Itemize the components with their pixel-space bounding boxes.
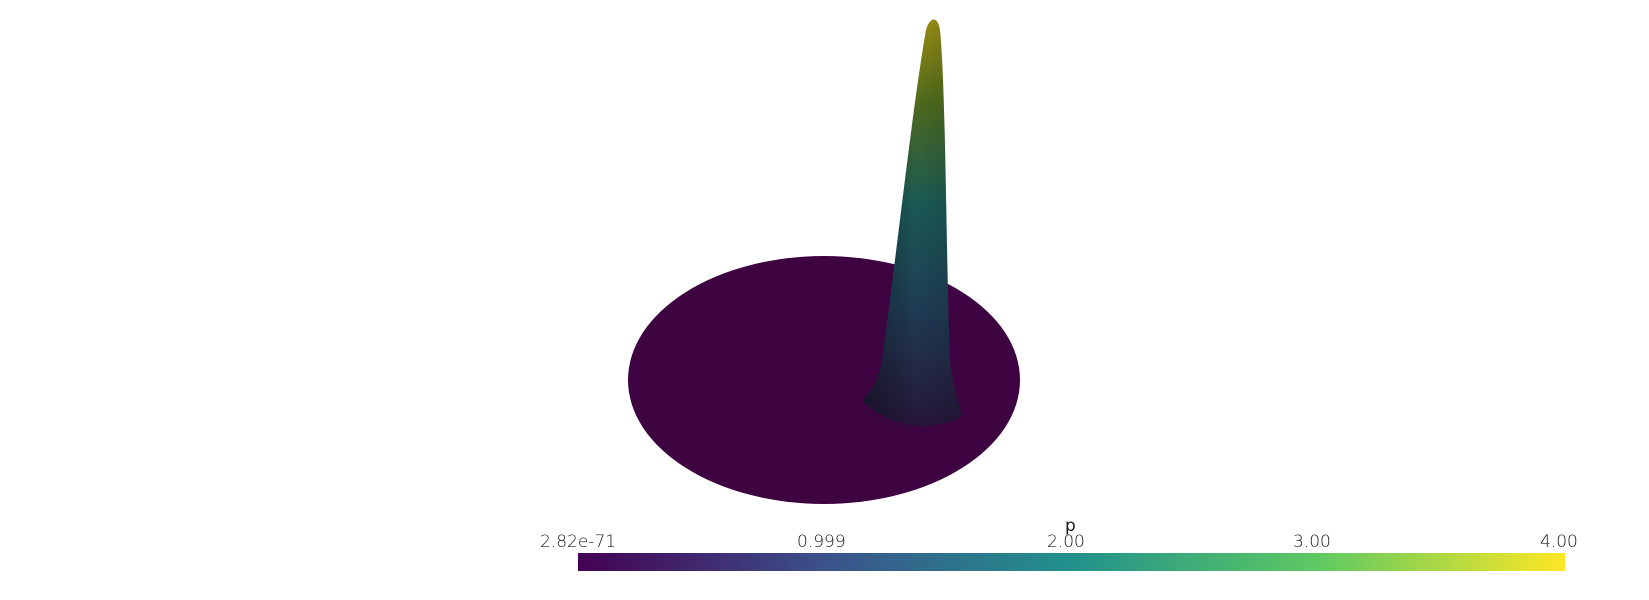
disk-surface <box>628 256 1020 504</box>
colorbar-tick-1: 0.999 <box>797 532 846 552</box>
peak-shading <box>862 19 962 426</box>
colorbar-tick-2: 2.00 <box>1047 532 1085 552</box>
colorbar-tick-3: 3.00 <box>1293 532 1331 552</box>
colorbar-gradient <box>578 553 1565 571</box>
colorbar-title: p <box>1065 516 1077 536</box>
colorbar-tick-max: 4.00 <box>1540 532 1578 552</box>
colorbar-tick-min: 2.82e-71 <box>540 532 617 552</box>
